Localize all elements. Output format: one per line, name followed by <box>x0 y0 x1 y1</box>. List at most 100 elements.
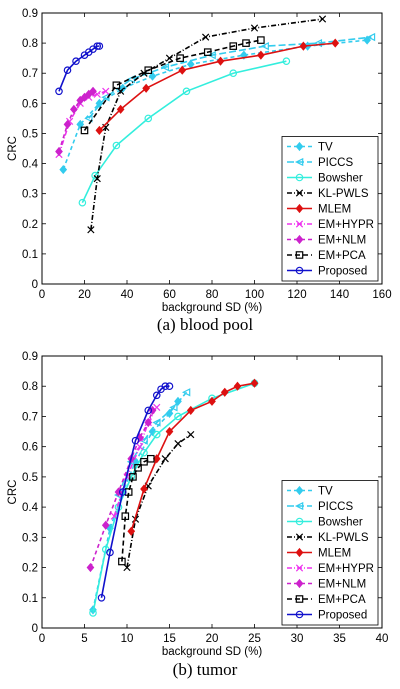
x-tick-label: 10 <box>121 633 134 645</box>
data-point-em-pca <box>176 54 184 62</box>
x-tick-label: 40 <box>121 289 134 301</box>
data-point-kl-pwls <box>165 54 174 62</box>
data-point-em-pca <box>144 66 153 75</box>
data-point-mlem <box>116 104 125 114</box>
data-point-piccs <box>207 50 216 60</box>
data-point-proposed <box>72 57 80 65</box>
legend-marker <box>295 564 304 572</box>
chart-tumor: 0 5 10 15 20 25 30 35 40 0 0.1 0.2 0.3 0.4 0.5 0.6 0.7 0.… <box>7 351 388 658</box>
data-point-tv <box>165 408 174 418</box>
data-point-kl-pwls <box>93 174 101 183</box>
legend-marker <box>295 266 304 275</box>
legend-marker <box>294 501 304 511</box>
data-point-proposed <box>118 488 127 496</box>
data-point-bowsher <box>229 69 238 78</box>
x-tick-label: 5 <box>81 633 87 645</box>
data-point-tv <box>363 35 371 45</box>
data-point-kl-pwls <box>250 24 259 32</box>
x-axis-label: background SD (%) <box>162 646 263 658</box>
series-line-bowsher <box>81 60 287 204</box>
data-point-em-nlm <box>70 104 78 114</box>
legend: TV PICCS Bowsher KL-PWLS MLEM EM+HYPR EM+NLM EM… <box>281 480 379 626</box>
x-tick-label: 35 <box>333 633 346 645</box>
legend-marker <box>295 173 304 182</box>
data-point-mlem <box>257 50 265 60</box>
legend-marker <box>295 141 304 152</box>
data-point-em-nlm <box>144 417 153 428</box>
y-tick-label: 0.5 <box>22 472 38 484</box>
data-point-kl-pwls <box>161 455 169 463</box>
x-tick-label: 20 <box>206 633 219 645</box>
legend-label-proposed: Proposed <box>318 266 367 278</box>
data-point-em-pca <box>118 557 126 566</box>
legend-label-em-nlm: EM+NLM <box>318 579 366 591</box>
data-point-kl-pwls <box>202 33 210 41</box>
data-point-kl-pwls <box>174 440 182 448</box>
legend-marker <box>295 203 304 214</box>
series-proposed <box>55 42 104 96</box>
y-tick-label: 0.1 <box>22 249 38 261</box>
data-point-bowsher <box>152 430 161 439</box>
data-point-em-nlm <box>148 405 157 415</box>
data-point-em-pca <box>129 473 137 481</box>
legend-marker <box>295 533 304 541</box>
legend-marker <box>295 595 304 603</box>
x-tick-label: 140 <box>330 289 349 301</box>
y-tick-label: 0.2 <box>22 563 38 575</box>
data-point-mlem <box>299 41 308 51</box>
y-tick-label: 0.2 <box>22 219 38 231</box>
legend-label-mlem: MLEM <box>318 548 351 560</box>
data-point-em-pca <box>112 81 121 90</box>
data-point-piccs <box>260 41 269 51</box>
data-point-proposed <box>161 382 170 391</box>
y-tick-label: 0.4 <box>22 502 39 514</box>
data-point-proposed <box>63 66 72 75</box>
data-point-tv <box>148 71 157 81</box>
data-point-em-pca <box>134 464 142 472</box>
x-tick-label: 30 <box>291 633 304 645</box>
data-point-em-pca <box>257 36 265 44</box>
y-tick-label: 0.3 <box>22 532 38 544</box>
data-point-kl-pwls <box>187 430 195 439</box>
y-tick-label: 0.7 <box>22 68 38 80</box>
x-tick-label: 20 <box>78 289 91 301</box>
data-point-proposed <box>93 42 102 50</box>
y-tick-label: 0.9 <box>22 8 38 20</box>
y-tick-label: 0.6 <box>22 98 38 110</box>
y-tick-label: 0.9 <box>22 351 38 363</box>
y-tick-label: 0.6 <box>22 442 38 454</box>
series-mlem <box>127 378 259 536</box>
data-point-mlem <box>220 387 229 397</box>
series-line-em-pca <box>121 458 152 562</box>
data-point-mlem <box>142 83 150 93</box>
series-line-piccs <box>117 391 188 496</box>
data-point-bowsher <box>182 87 191 96</box>
legend-label-em-hypr: EM+HYPR <box>318 219 374 231</box>
data-point-proposed <box>131 436 140 445</box>
x-tick-label: 120 <box>287 289 306 301</box>
data-point-mlem <box>331 38 340 48</box>
y-tick-label: 0.7 <box>22 411 38 423</box>
data-point-tv <box>240 50 248 60</box>
data-point-piccs <box>181 388 191 397</box>
legend-marker <box>295 189 304 197</box>
series-line-kl-pwls <box>126 433 192 568</box>
y-axis-label: CRC <box>7 136 19 161</box>
y-tick-label: 0.5 <box>22 128 38 140</box>
data-point-piccs <box>139 436 148 445</box>
x-tick-label: 0 <box>39 289 45 301</box>
legend-label-bowsher: Bowsher <box>318 173 363 185</box>
data-point-mlem <box>250 378 259 388</box>
legend-marker <box>295 251 304 259</box>
data-point-mlem <box>216 56 225 66</box>
data-point-bowsher <box>78 198 87 207</box>
series-proposed <box>97 382 174 602</box>
data-point-kl-pwls <box>117 87 125 95</box>
data-point-em-nlm <box>86 562 95 573</box>
data-point-mlem <box>95 125 104 136</box>
legend-label-kl-pwls: KL-PWLS <box>318 532 369 544</box>
x-tick-label: 160 <box>372 289 391 301</box>
series-em-pca <box>80 36 265 135</box>
data-point-em-nlm <box>55 146 63 157</box>
